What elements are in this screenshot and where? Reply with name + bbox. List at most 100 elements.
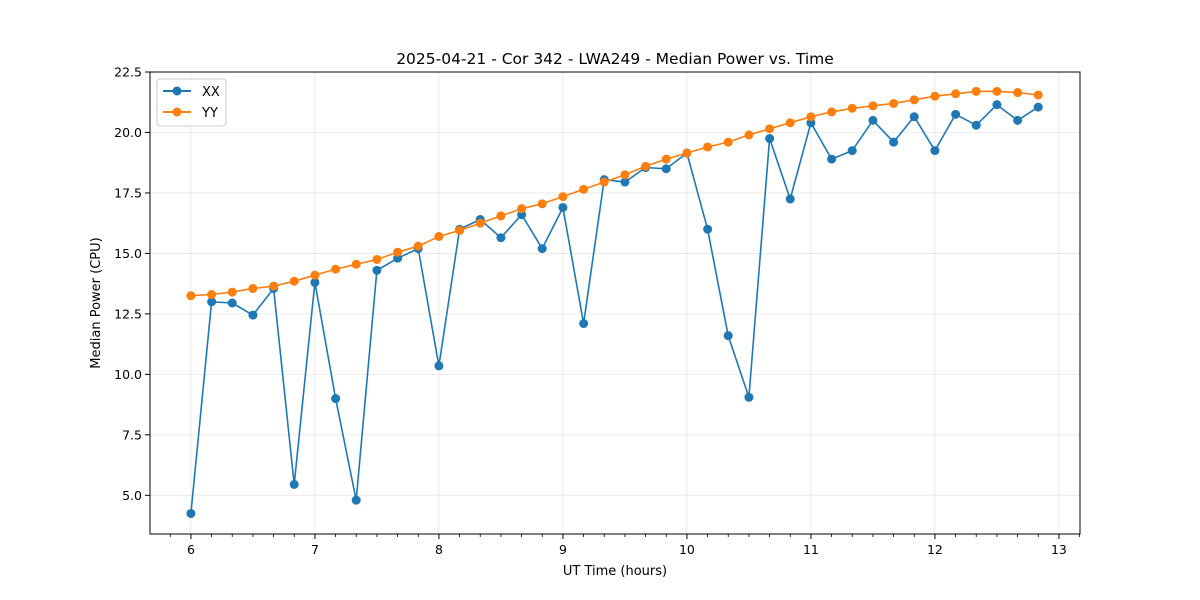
data-point-yy bbox=[992, 86, 1002, 96]
y-tick-label: 5.0 bbox=[122, 488, 142, 503]
data-point-xx bbox=[785, 194, 795, 204]
legend-label-xx: XX bbox=[202, 85, 220, 100]
data-point-xx bbox=[620, 177, 630, 187]
data-point-yy bbox=[971, 86, 981, 96]
data-point-xx bbox=[930, 146, 940, 156]
y-tick-label: 7.5 bbox=[122, 427, 142, 442]
data-point-xx bbox=[351, 495, 361, 505]
data-point-xx bbox=[661, 164, 671, 174]
data-point-yy bbox=[620, 170, 630, 180]
data-point-xx bbox=[579, 319, 589, 329]
data-point-xx bbox=[310, 277, 320, 287]
data-point-yy bbox=[413, 241, 423, 251]
data-point-yy bbox=[868, 101, 878, 111]
data-point-yy bbox=[661, 154, 671, 164]
data-point-yy bbox=[744, 130, 754, 140]
data-point-xx bbox=[703, 224, 713, 234]
data-point-yy bbox=[641, 161, 651, 171]
data-point-yy bbox=[372, 254, 382, 264]
data-point-xx bbox=[372, 265, 382, 275]
data-point-yy bbox=[227, 287, 237, 297]
data-point-yy bbox=[765, 124, 775, 134]
data-point-yy bbox=[331, 264, 341, 274]
data-point-yy bbox=[269, 281, 279, 291]
data-point-yy bbox=[889, 98, 899, 108]
data-point-yy bbox=[434, 231, 444, 241]
series-line-yy bbox=[190, 90, 1039, 297]
data-point-yy bbox=[455, 225, 465, 235]
y-tick-label: 17.5 bbox=[114, 185, 142, 200]
x-tick-label: 6 bbox=[187, 542, 195, 557]
y-tick-label: 22.5 bbox=[114, 65, 142, 80]
series-layer bbox=[186, 86, 1043, 518]
data-point-yy bbox=[517, 204, 527, 214]
data-point-yy bbox=[785, 118, 795, 128]
series-line-xx bbox=[190, 103, 1039, 514]
data-point-yy bbox=[703, 142, 713, 152]
data-point-xx bbox=[289, 479, 299, 489]
y-tick-label: 10.0 bbox=[114, 367, 142, 382]
legend-marker-yy bbox=[172, 107, 182, 117]
plot-frame bbox=[149, 71, 1081, 535]
data-point-yy bbox=[496, 211, 506, 221]
data-point-yy bbox=[558, 192, 568, 202]
data-point-yy bbox=[847, 103, 857, 113]
data-point-xx bbox=[186, 508, 196, 518]
data-point-xx bbox=[951, 109, 961, 119]
data-point-yy bbox=[351, 259, 361, 269]
data-point-yy bbox=[393, 247, 403, 257]
data-point-yy bbox=[909, 95, 919, 105]
data-point-yy bbox=[1033, 90, 1043, 100]
data-point-yy bbox=[310, 270, 320, 280]
y-tick-label: 20.0 bbox=[114, 125, 142, 140]
data-point-yy bbox=[248, 283, 258, 293]
data-point-yy bbox=[1013, 88, 1023, 98]
data-point-xx bbox=[971, 120, 981, 130]
data-point-yy bbox=[682, 148, 692, 158]
data-point-xx bbox=[537, 244, 547, 254]
data-point-yy bbox=[930, 91, 940, 101]
data-point-xx bbox=[847, 146, 857, 156]
data-point-xx bbox=[496, 233, 506, 243]
data-point-yy bbox=[723, 137, 733, 147]
x-tick-label: 11 bbox=[803, 542, 819, 557]
data-point-xx bbox=[1013, 115, 1023, 125]
data-point-yy bbox=[537, 199, 547, 209]
x-tick-label: 8 bbox=[435, 542, 443, 557]
y-tick-label: 15.0 bbox=[114, 246, 142, 261]
data-point-xx bbox=[909, 112, 919, 122]
data-point-yy bbox=[475, 218, 485, 228]
tick-layer: 6 7 8 9 10 11 12 13 5.0 7.5 10.0 12.5 15.0 17.5 20.0 22… bbox=[114, 65, 1080, 557]
data-point-yy bbox=[289, 276, 299, 286]
data-point-yy bbox=[207, 290, 217, 300]
y-tick-label: 12.5 bbox=[114, 306, 142, 321]
x-tick-label: 7 bbox=[311, 542, 319, 557]
data-point-xx bbox=[248, 310, 258, 320]
legend-marker-xx bbox=[172, 86, 182, 96]
data-point-xx bbox=[331, 394, 341, 404]
data-point-xx bbox=[868, 115, 878, 125]
data-point-xx bbox=[765, 134, 775, 144]
data-point-xx bbox=[207, 297, 217, 307]
data-point-xx bbox=[827, 154, 837, 164]
data-point-yy bbox=[599, 177, 609, 187]
data-point-xx bbox=[889, 137, 899, 147]
data-point-yy bbox=[579, 184, 589, 194]
chart-title: 2025-04-21 - Cor 342 - LWA249 - Median P… bbox=[396, 50, 834, 68]
data-point-yy bbox=[951, 89, 961, 99]
data-point-xx bbox=[558, 202, 568, 212]
data-point-xx bbox=[1033, 102, 1043, 112]
data-point-xx bbox=[744, 392, 754, 402]
data-point-xx bbox=[723, 331, 733, 341]
data-point-xx bbox=[227, 298, 237, 308]
data-point-yy bbox=[806, 112, 816, 122]
legend: XX YY bbox=[156, 78, 227, 127]
x-tick-label: 9 bbox=[559, 542, 567, 557]
data-point-yy bbox=[186, 291, 196, 301]
x-tick-label: 13 bbox=[1051, 542, 1067, 557]
legend-label-yy: YY bbox=[201, 106, 218, 121]
y-axis-label: Median Power (CPU) bbox=[89, 237, 104, 368]
x-tick-label: 12 bbox=[927, 542, 943, 557]
